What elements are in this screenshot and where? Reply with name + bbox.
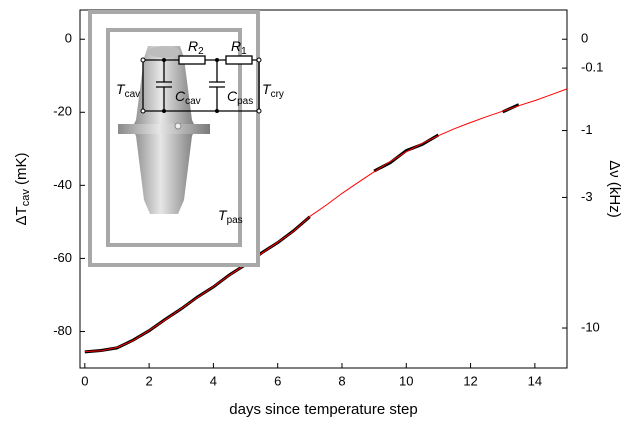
y-axis-label-sub: cav (20, 189, 32, 207)
y-tick-label: -20 (53, 104, 72, 119)
inset-label: Tpas (218, 207, 243, 226)
inset-label-sub: pas (227, 215, 243, 226)
x-axis-label: days since temperature step (229, 401, 417, 418)
x-tick-label: 14 (528, 373, 542, 388)
x-tick-label: 8 (338, 373, 345, 388)
x-tick-label: 6 (274, 373, 281, 388)
port (174, 122, 182, 130)
inset-label-main: C (175, 88, 186, 104)
inset-label: R1 (231, 38, 247, 57)
inset-label: R2 (188, 38, 204, 57)
inset-label: Tcry (262, 81, 284, 100)
y-tick-label: -60 (53, 250, 72, 265)
y-axis-label-main: ΔT (13, 206, 30, 225)
inset-label-main: C (227, 88, 238, 104)
y-tick-label: 0 (65, 31, 72, 46)
x-tick-label: 10 (399, 373, 413, 388)
x-tick-label: 0 (81, 373, 88, 388)
inset-label-main: T (116, 81, 126, 97)
plot-area: 0 2 4 6 8 10 12 140-20-40-60-800-0.1-1-3-10days… (13, 9, 623, 418)
y2-tick-label: -1 (581, 122, 593, 137)
inset-label-sub: cav (125, 89, 141, 100)
cavity-top (148, 46, 180, 58)
x-tick-label: 4 (210, 373, 217, 388)
inset-label-sub: 1 (241, 46, 247, 57)
terminals (140, 57, 262, 114)
nodes (162, 58, 219, 113)
inset-label-sub: 2 (198, 46, 204, 57)
y-axis-label-tail: (mK) (13, 153, 30, 190)
inset-shield (106, 28, 242, 247)
fit-line (84, 88, 568, 353)
inset-label: Cpas (227, 88, 253, 107)
y2-tick-label: -0.1 (581, 60, 603, 75)
inset-label-main: R (188, 38, 198, 54)
y-tick-label: -80 (53, 323, 72, 338)
flange (118, 124, 210, 134)
y-tick-label: -40 (53, 177, 72, 192)
inset-label-sub: cry (271, 89, 284, 100)
inset-label-main: T (218, 207, 228, 223)
inset (88, 10, 262, 267)
inset-label-main: R (231, 38, 241, 54)
inset-label-main: T (262, 81, 272, 97)
y2-tick-label: -10 (581, 319, 600, 334)
y2-tick-label: -3 (581, 189, 593, 204)
plot-frame (79, 9, 568, 369)
y-axis-label: ΔTcav (mK) (13, 153, 32, 226)
inset-label-sub: cav (185, 96, 201, 107)
inset-label: Tcav (116, 81, 140, 100)
x-tick-label: 12 (463, 373, 477, 388)
inset-label: Ccav (175, 88, 201, 107)
y2-tick-label: 0 (581, 31, 588, 46)
x-tick-label: 2 (145, 373, 152, 388)
y2-axis-label: Δν (kHz) (606, 160, 623, 218)
inset-label-sub: pas (237, 96, 253, 107)
